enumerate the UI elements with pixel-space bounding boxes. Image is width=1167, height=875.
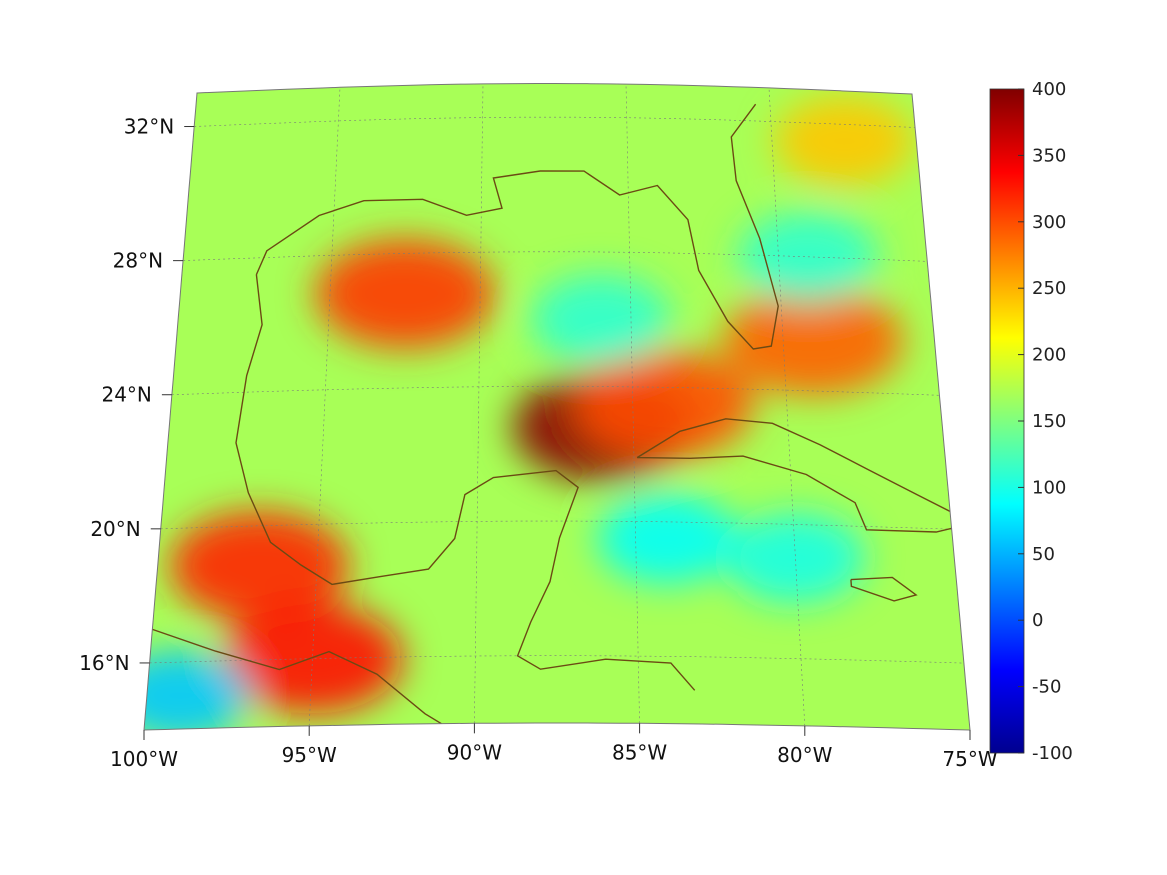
meridian-gridline [474, 83, 484, 724]
meridian-gridline [308, 87, 341, 726]
lat-tick-label: 32°N [124, 115, 174, 139]
colorbar-tick-label: 50 [1032, 544, 1055, 565]
lon-tick-label: 80°W [777, 743, 832, 767]
anomaly-bay-of-campeche-high [169, 511, 350, 622]
anomaly-pacific-low [144, 650, 250, 730]
meridian-gridline [625, 84, 640, 724]
coastline [152, 103, 970, 725]
coastline-mexico [235, 274, 696, 691]
anomaly-isthmus-high [222, 603, 403, 714]
lat-tick-label: 16°N [79, 651, 129, 675]
lon-tick-label: 95°W [282, 743, 337, 767]
anomaly-western-gulf-ridge [315, 238, 496, 349]
coastline-jamaica [850, 576, 918, 602]
axis-ticks: 100°W 95°W 90°W 85°W 80°W 75°W 16°N 20°N 24°N 28°… [79, 115, 998, 771]
colorbar-ticks: 400 350 300 250 200 150 100 50 0 -50 -100 [1018, 79, 1073, 764]
meridian-gridline [768, 87, 806, 726]
lon-tick-label: 100°W [110, 747, 178, 771]
coastline-pacific [152, 628, 442, 725]
anomaly-great-bahama-high [723, 285, 904, 396]
coastline-cuba [636, 418, 970, 533]
lon-tick-label: 85°W [612, 740, 667, 764]
lat-tick-label: 28°N [113, 249, 163, 273]
map-panel: 100°W 95°W 90°W 85°W 80°W 75°W 16°N 20°N 24°N 28°… [79, 83, 998, 771]
lat-tick-label: 24°N [101, 383, 151, 407]
anomaly-caribbean-low [725, 513, 866, 604]
colorbar-tick-label: 200 [1032, 345, 1066, 366]
lon-tick-label: 75°W [942, 747, 997, 771]
anomaly-eastern-gulf-low [530, 274, 671, 365]
anomaly-northeast-atlantic-warm [774, 96, 915, 187]
parallel-gridline [194, 116, 916, 128]
colorbar-tick-label: 100 [1032, 477, 1066, 498]
colorbar-tick-label: 0 [1032, 610, 1043, 631]
colorbar-tick-label: 350 [1032, 145, 1066, 166]
parallel-gridline [149, 655, 964, 664]
colorbar-tick-label: 400 [1032, 79, 1066, 100]
field-anomalies [144, 96, 915, 730]
coastline-us-gulf [255, 103, 779, 350]
colorbar-tick-label: -100 [1032, 743, 1073, 764]
lon-tick-label: 90°W [447, 740, 502, 764]
anomaly-cuba-low [597, 493, 738, 584]
colorbar-tick-label: 150 [1032, 411, 1066, 432]
colorbar-tick-label: 250 [1032, 278, 1066, 299]
colorbar-tick-label: -50 [1032, 677, 1061, 698]
parallel-gridline [183, 251, 928, 262]
colorbar-tick-label: 300 [1032, 212, 1066, 233]
parallel-gridline [160, 520, 952, 530]
lat-tick-label: 20°N [90, 517, 140, 541]
colorbar: 400 350 300 250 200 150 100 50 0 -50 -100 [989, 79, 1073, 764]
anomaly-yucatan-channel-high [573, 349, 754, 460]
